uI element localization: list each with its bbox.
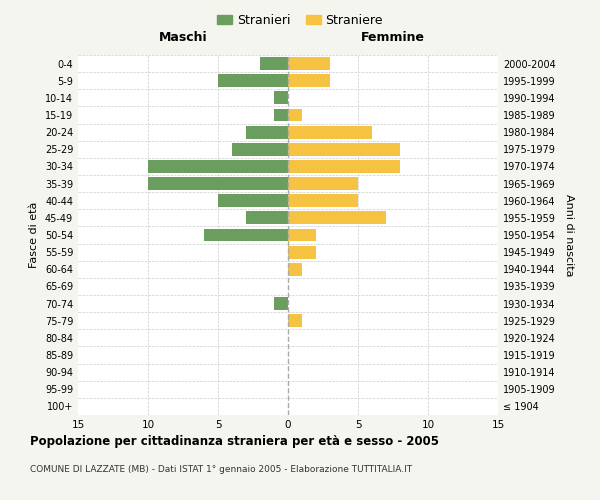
Bar <box>288 57 330 70</box>
Bar <box>288 108 302 122</box>
Bar <box>218 74 288 87</box>
Bar <box>288 246 316 258</box>
Y-axis label: Fasce di età: Fasce di età <box>29 202 39 268</box>
Bar <box>274 108 288 122</box>
Text: Maschi: Maschi <box>158 31 208 44</box>
Bar <box>246 212 288 224</box>
Bar <box>260 57 288 70</box>
Text: Femmine: Femmine <box>361 31 425 44</box>
Legend: Stranieri, Straniere: Stranieri, Straniere <box>212 8 388 32</box>
Bar <box>288 160 400 173</box>
Bar <box>232 143 288 156</box>
Bar <box>288 126 372 138</box>
Bar <box>274 92 288 104</box>
Bar <box>288 212 386 224</box>
Bar <box>288 194 358 207</box>
Bar <box>288 74 330 87</box>
Bar <box>246 126 288 138</box>
Bar <box>148 160 288 173</box>
Bar <box>288 177 358 190</box>
Bar <box>288 263 302 276</box>
Bar <box>148 177 288 190</box>
Y-axis label: Anni di nascita: Anni di nascita <box>564 194 574 276</box>
Text: Popolazione per cittadinanza straniera per età e sesso - 2005: Popolazione per cittadinanza straniera p… <box>30 435 439 448</box>
Bar <box>204 228 288 241</box>
Bar <box>288 228 316 241</box>
Bar <box>288 143 400 156</box>
Text: COMUNE DI LAZZATE (MB) - Dati ISTAT 1° gennaio 2005 - Elaborazione TUTTITALIA.IT: COMUNE DI LAZZATE (MB) - Dati ISTAT 1° g… <box>30 465 412 474</box>
Bar <box>274 297 288 310</box>
Bar <box>288 314 302 327</box>
Bar <box>218 194 288 207</box>
